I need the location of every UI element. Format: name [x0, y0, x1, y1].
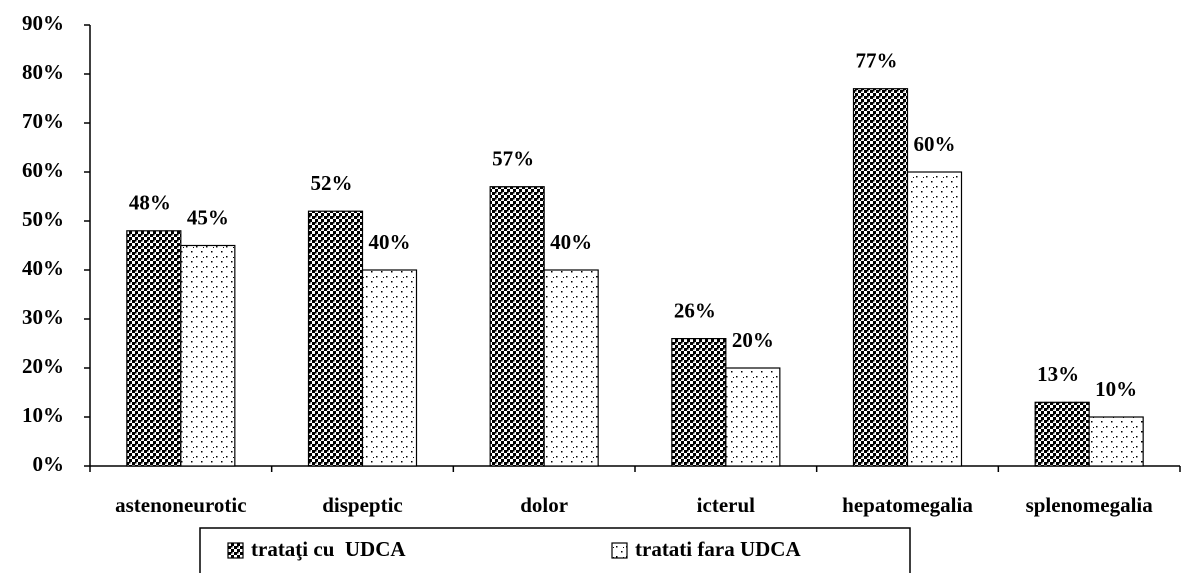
value-label: 10% — [1095, 377, 1137, 401]
x-tick-label: dispeptic — [322, 493, 403, 517]
value-label: 20% — [732, 328, 774, 352]
value-label: 40% — [550, 230, 592, 254]
bar — [126, 230, 182, 467]
value-label: 48% — [129, 191, 171, 215]
value-label: 60% — [914, 132, 956, 156]
legend-label: tratati fara UDCA — [635, 537, 801, 561]
x-tick-label: astenoneurotic — [115, 493, 246, 517]
x-tick-label: dolor — [520, 493, 568, 517]
x-tick-label: hepatomegalia — [842, 493, 973, 517]
y-tick-label: 20% — [22, 354, 64, 378]
legend-swatch — [227, 542, 244, 559]
x-tick-label: splenomegalia — [1026, 493, 1154, 517]
bar — [671, 338, 727, 467]
y-tick-label: 80% — [22, 60, 64, 84]
bar — [307, 210, 364, 467]
x-tick-label: icterul — [697, 493, 755, 517]
bar — [852, 88, 909, 467]
legend-label: trataţi cu UDCA — [251, 537, 406, 561]
value-label: 57% — [492, 147, 534, 171]
y-tick-label: 50% — [22, 207, 64, 231]
y-tick-label: 60% — [22, 158, 64, 182]
legend-box — [199, 527, 911, 573]
y-tick-label: 90% — [22, 11, 64, 35]
bar — [725, 367, 781, 467]
y-tick-label: 40% — [22, 256, 64, 280]
value-label: 52% — [311, 171, 353, 195]
bar — [1034, 401, 1090, 467]
y-tick-label: 30% — [22, 305, 64, 329]
value-label: 77% — [856, 49, 898, 73]
bar — [906, 171, 963, 467]
bar — [361, 269, 418, 467]
value-label: 40% — [369, 230, 411, 254]
value-label: 13% — [1037, 362, 1079, 386]
bar — [489, 186, 545, 467]
value-label: 45% — [187, 205, 229, 229]
value-label: 26% — [674, 298, 716, 322]
y-tick-label: 0% — [33, 452, 65, 476]
legend-swatch — [611, 542, 628, 559]
bar — [180, 244, 236, 467]
y-tick-label: 70% — [22, 109, 64, 133]
y-tick-label: 10% — [22, 403, 64, 427]
bar — [1088, 416, 1144, 467]
bar — [543, 269, 599, 467]
